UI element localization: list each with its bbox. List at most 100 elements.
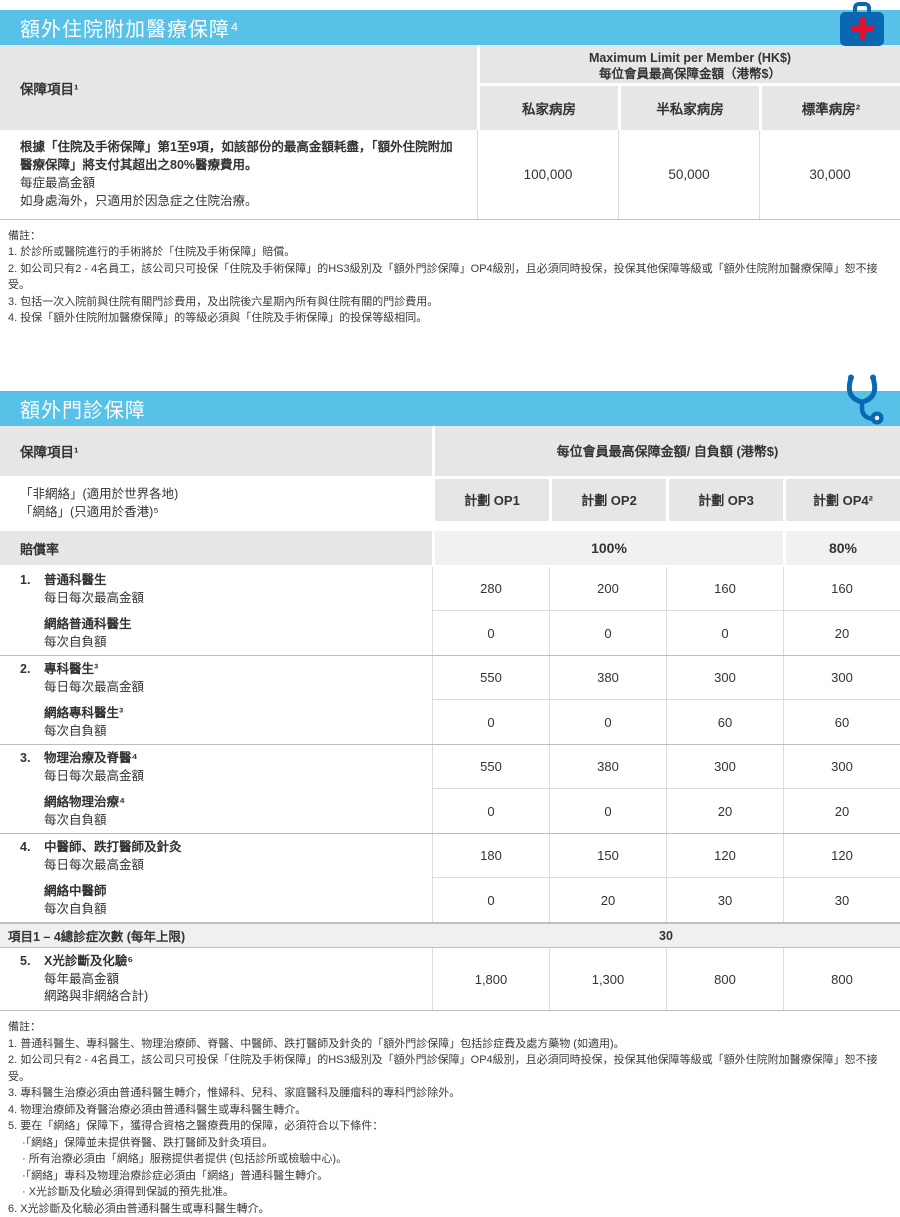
network-item-sublabel: 每次自負額 <box>44 812 422 830</box>
cell-op3: 60 <box>666 700 783 744</box>
reimbursement-rate-op1-op3: 100% <box>432 531 783 565</box>
item-title: 物理治療及脊醫⁴ <box>44 751 138 765</box>
table-row: 3.物理治療及脊醫⁴ 每日每次最高金額 550 380 300 300 <box>0 745 900 789</box>
note-line: 3. 包括一次入院前與住院有關門診費用，及出院後六星期內所有與住院有關的門診費用… <box>8 294 884 311</box>
item-sublabel: 每日每次最高金額 <box>44 857 422 875</box>
cell-op2: 200 <box>549 567 666 611</box>
cell-op2: 0 <box>549 700 666 744</box>
plan-header-op4: 計劃 OP4² <box>783 479 900 521</box>
table-row: 1.普通科醫生 每日每次最高金額 280 200 160 160 <box>0 567 900 611</box>
item-sublabel: 每日每次最高金額 <box>44 768 422 786</box>
benefit-item-4: 4.中醫師、跌打醫師及針灸 每日每次最高金額 180 150 120 120 網… <box>0 834 900 923</box>
cell-op1: 0 <box>432 789 549 833</box>
note-bullet-line: · 所有治療必須由「網絡」服務提供者提供 (包括診所或檢驗中心)。 <box>22 1151 884 1168</box>
note-line: 1. 普通科醫生、專科醫生、物理治療師、脊醫、中醫師、跌打醫師及針灸的「額外門診… <box>8 1036 884 1053</box>
item-title: 普通科醫生 <box>44 573 107 587</box>
note-bullet-line: · X光診斷及化驗必須得到保誠的預先批准。 <box>22 1184 884 1201</box>
cell-op1: 180 <box>432 834 549 878</box>
cell-op2: 150 <box>549 834 666 878</box>
total-visits-row: 項目1 – 4總診症次數 (每年上限) 30 <box>0 923 900 948</box>
cell-op3: 120 <box>666 834 783 878</box>
cell-op3: 30 <box>666 878 783 922</box>
note-line: 2. 如公司只有2 - 4名員工，該公司只可投保「住院及手術保障」的HS3級別及… <box>8 261 884 294</box>
outpatient-table-header: 保障項目¹ 每位會員最高保障金額/ 自負額 (港幣$) <box>0 426 900 476</box>
cell-op1: 0 <box>432 611 549 655</box>
cell-op2: 0 <box>549 789 666 833</box>
cell-op2: 1,300 <box>549 948 666 1010</box>
note-line: 3. 專科醫生治療必須由普通科醫生轉介，惟婦科、兒科、家庭醫科及腫瘤科的專科門診… <box>8 1085 884 1102</box>
benefit-description-line: 根據「住院及手術保障」第1至9項，如該部份的最高金額耗盡，「額外住院附加醫療保障… <box>20 138 463 174</box>
total-visits-value: 30 <box>432 929 900 943</box>
network-scope-line: 「網絡」(只適用於香港)⁵ <box>20 503 432 522</box>
plan-header-row: 「非網絡」(適用於世界各地) 「網絡」(只適用於香港)⁵ 計劃 OP1 計劃 O… <box>0 479 900 529</box>
network-item-sublabel: 每次自負額 <box>44 723 422 741</box>
benefit-item-3: 3.物理治療及脊醫⁴ 每日每次最高金額 550 380 300 300 網絡物理… <box>0 745 900 834</box>
cell-op3: 300 <box>666 656 783 700</box>
section-hospital-supplementary: 額外住院附加醫療保障⁴ 保障項目¹ Maximum Limit per Memb… <box>0 10 900 327</box>
note-bullet-line: ·「網絡」保障並未提供脊醫、跌打醫師及針灸項目。 <box>22 1135 884 1152</box>
plan-header-op2: 計劃 OP2 <box>549 479 666 521</box>
room-type-semi-private: 半私家病房 <box>621 86 759 130</box>
item-sublabel: 每日每次最高金額 <box>44 679 422 697</box>
red-cross-icon <box>851 26 873 32</box>
item-number: 1. <box>20 572 44 590</box>
stethoscope-icon <box>840 373 886 429</box>
room-type-header-row: 私家病房 半私家病房 標準病房² <box>480 86 900 130</box>
cell-op3: 0 <box>666 611 783 655</box>
cell-op4: 160 <box>783 567 900 611</box>
limit-header: 每位會員最高保障金額/ 自負額 (港幣$) <box>435 426 900 476</box>
plan-header-op1: 計劃 OP1 <box>432 479 549 521</box>
total-visits-label: 項目1 – 4總診症次數 (每年上限) <box>0 926 432 945</box>
network-item-title: 網絡專科醫生³ <box>44 705 422 723</box>
outpatient-table-body: 1.普通科醫生 每日每次最高金額 280 200 160 160 網絡普通科醫生… <box>0 567 900 1011</box>
cell-op1: 550 <box>432 745 549 789</box>
reimbursement-rate-label: 賠償率 <box>0 531 432 565</box>
cell-op4: 60 <box>783 700 900 744</box>
reimbursement-rate-op4: 80% <box>783 531 900 565</box>
item-number: 4. <box>20 839 44 857</box>
limit-value-private: 100,000 <box>477 130 618 219</box>
note-line: 2. 如公司只有2 - 4名員工，該公司只可投保「住院及手術保障」的HS3級別及… <box>8 1052 884 1085</box>
cell-op4: 300 <box>783 656 900 700</box>
item-title: 中醫師、跌打醫師及針灸 <box>44 840 182 854</box>
hospital-benefit-row: 根據「住院及手術保障」第1至9項，如該部份的最高金額耗盡，「額外住院附加醫療保障… <box>0 130 900 220</box>
note-line: 1. 於診所或醫院進行的手術將於「住院及手術保障」賠償。 <box>8 244 884 261</box>
table-row: 網絡中醫師 每次自負額 0 20 30 30 <box>0 878 900 922</box>
limit-header-zh: 每位會員最高保障金額（港幣$） <box>480 66 900 82</box>
cell-op2: 20 <box>549 878 666 922</box>
item-sublabel: 網路與非網絡合計) <box>44 988 422 1006</box>
item-number: 2. <box>20 661 44 679</box>
section1-header-bar: 額外住院附加醫療保障⁴ <box>0 10 900 45</box>
note-line: 5. 要在「網絡」保障下，獲得合資格之醫療費用的保障，必須符合以下條件： <box>8 1118 884 1135</box>
network-scope-cell: 「非網絡」(適用於世界各地) 「網絡」(只適用於香港)⁵ <box>0 479 432 529</box>
room-type-standard: 標準病房² <box>762 86 900 130</box>
cell-op4: 800 <box>783 948 900 1010</box>
section2-header-bar: 額外門診保障 <box>0 391 900 426</box>
limit-value-standard: 30,000 <box>759 130 900 219</box>
table-row: 5.X光診斷及化驗⁶ 每年最高金額 網路與非網絡合計) 1,800 1,300 … <box>0 948 900 1010</box>
cell-op1: 0 <box>432 878 549 922</box>
cell-op2: 380 <box>549 656 666 700</box>
cell-op4: 30 <box>783 878 900 922</box>
benefit-item-header: 保障項目¹ <box>0 45 477 130</box>
section2-notes: 備註： 1. 普通科醫生、專科醫生、物理治療師、脊醫、中醫師、跌打醫師及針灸的「… <box>8 1019 884 1217</box>
table-row: 網絡普通科醫生 每次自負額 0 0 0 20 <box>0 611 900 655</box>
note-line: 4. 投保「額外住院附加醫療保障」的等級必須與「住院及手術保障」的投保等級相同。 <box>8 310 884 327</box>
plan-header-op3: 計劃 OP3 <box>666 479 783 521</box>
outpatient-benefit-table: 保障項目¹ 每位會員最高保障金額/ 自負額 (港幣$) 「非網絡」(適用於世界各… <box>0 426 900 1012</box>
network-item-title: 網絡物理治療⁴ <box>44 794 422 812</box>
notes-title: 備註： <box>8 228 884 245</box>
limit-header: Maximum Limit per Member (HK$) 每位會員最高保障金… <box>480 45 900 83</box>
network-item-title: 網絡中醫師 <box>44 883 422 901</box>
note-line: 6. X光診斷及化驗必須由普通科醫生或專科醫生轉介。 <box>8 1201 884 1217</box>
item-number: 3. <box>20 750 44 768</box>
network-item-title: 網絡普通科醫生 <box>44 616 422 634</box>
benefit-description-line: 每症最高金額 <box>20 174 463 192</box>
cell-op4: 300 <box>783 745 900 789</box>
item-sublabel: 每日每次最高金額 <box>44 590 422 608</box>
notes-title: 備註： <box>8 1019 884 1036</box>
network-scope-line: 「非網絡」(適用於世界各地) <box>20 485 432 504</box>
benefit-item-header: 保障項目¹ <box>0 426 432 476</box>
table-row: 4.中醫師、跌打醫師及針灸 每日每次最高金額 180 150 120 120 <box>0 834 900 878</box>
note-bullet-line: ·「網絡」專科及物理治療診症必須由「網絡」普通科醫生轉介。 <box>22 1168 884 1185</box>
